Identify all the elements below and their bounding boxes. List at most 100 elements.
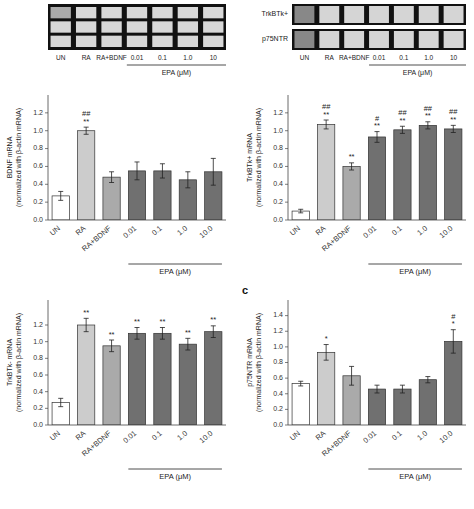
gel-band [319,6,339,23]
y-tick [285,148,288,149]
y-tick-label: 1.0 [273,127,283,134]
gel-category-label: 0.01 [131,54,144,61]
error-bar [425,377,430,383]
y-tick [45,148,48,149]
gel-panel: UNRARA+BDNF0.010.11.010EPA (μM) [48,4,226,77]
error-bar [58,191,63,200]
error-bar [298,381,303,386]
x-tick-label: 0.01 [121,224,138,240]
bar [419,125,436,220]
x-tick-label: 1.0 [415,224,429,238]
error-bar [135,328,140,340]
gel-band [51,7,71,18]
significance-line: ** [323,110,329,119]
y-tick [285,112,288,113]
y-tick-label: 0.8 [33,144,43,151]
y-axis-label-line: p75NTR mRNA [246,338,254,387]
y-axis-line [288,95,289,220]
bar [394,389,411,425]
bar [368,137,385,220]
y-axis-label-line: (normalized with β-actin mRNA) [15,108,23,207]
significance-line: ** [109,330,115,339]
error-bar [211,326,216,338]
y-tick [45,358,48,359]
x-axis-line [48,425,226,426]
gel-row-label: p75NTR [262,35,288,43]
x-tick-label: 10.0 [198,224,215,240]
gel-background [292,29,466,50]
gel-band [127,7,147,18]
y-tick-label: 0.0 [273,216,283,223]
y-axis-label: TrkBTk+ mRNA(normalized with β-actin mRN… [246,108,263,207]
gel-band [152,7,172,18]
gel-band [76,7,96,18]
y-tick [45,408,48,409]
gel-category-label: 0.1 [399,54,408,61]
y-tick-label: 1.0 [33,338,43,345]
gel-category-label: UN [56,54,66,61]
y-tick-label: 0.0 [33,216,43,223]
gel-band [444,31,464,48]
y-tick-label: 1.2 [33,109,43,116]
error-bar [160,164,165,178]
y-axis-label-line: BDNF mRNA [6,136,13,178]
error-bar [185,338,190,350]
significance-label: ** [160,317,166,326]
x-tick-label: 10.0 [438,224,455,240]
gel-band [178,21,198,32]
gel-band [51,36,71,47]
significance-label: ** [185,328,191,337]
x-tick-label: RA+BDNF [80,428,113,458]
gel-band [203,36,223,47]
gel-band [101,7,121,18]
bracket-label: EPA (μM) [159,472,191,481]
x-tick-label: 0.1 [390,224,404,238]
bar [394,130,411,220]
significance-label: ##** [424,104,433,121]
error-bar [349,163,354,170]
bar [103,177,120,220]
y-tick [285,166,288,167]
gel-band [419,31,439,48]
y-tick [285,378,288,379]
gel-band [294,31,314,48]
y-axis-label-line: (normalized with β-actin mRNA) [255,108,263,207]
bar [205,332,222,425]
y-axis-label-line: (normalized with β-actin mRNA) [15,313,23,412]
significance-line: ** [83,308,89,317]
x-tick-label: 1.0 [175,224,189,238]
bar [103,346,120,425]
x-tick-label: UN [288,224,302,238]
x-tick-label: 0.01 [121,429,138,445]
y-tick-label: 1.4 [273,311,283,318]
significance-label: ** [349,152,355,161]
y-tick-label: 0.2 [33,404,43,411]
y-tick [45,220,48,221]
error-bar [84,127,89,134]
bracket [369,65,466,66]
y-tick-label: 1.2 [273,109,283,116]
x-axis-line [288,425,466,426]
y-tick [45,391,48,392]
x-tick-label: 1.0 [175,429,189,443]
y-axis-label-line: (normalized with β-actin mRNA) [255,313,263,412]
error-bar [185,172,190,188]
y-tick-label: 0.4 [33,388,43,395]
gel-band [203,21,223,32]
gel-band [152,36,172,47]
significance-line: ** [210,315,216,324]
error-bar [375,385,380,393]
bar-chart: 0.00.20.40.60.81.01.2BDNF mRNA(normalize… [6,95,226,276]
gel-background [292,4,466,25]
y-tick [285,220,288,221]
y-axis-label: BDNF mRNA(normalized with β-actin mRNA) [6,108,23,207]
gel-category-label: RA [82,54,92,61]
error-bar [160,328,165,340]
gel-band [394,6,414,23]
gel-band [178,36,198,47]
y-tick [285,202,288,203]
error-bar [58,398,63,406]
bar [445,129,462,220]
significance-line: ** [160,317,166,326]
gel-band [76,21,96,32]
